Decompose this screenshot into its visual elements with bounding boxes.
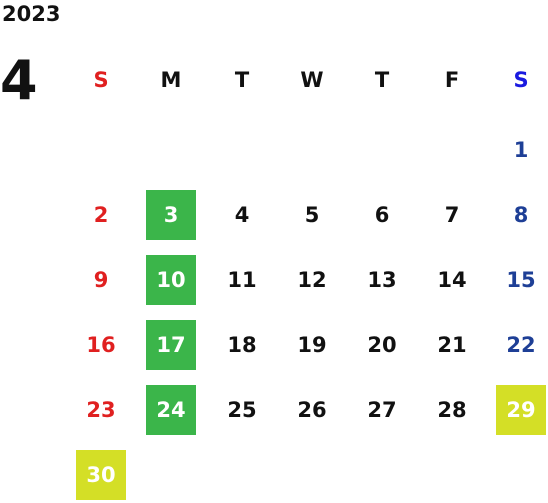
- day-cell-11[interactable]: 11: [227, 268, 257, 292]
- day-cell-26[interactable]: 26: [297, 398, 327, 422]
- day-cell-10[interactable]: 10: [146, 255, 196, 305]
- day-cell-2[interactable]: 2: [93, 203, 109, 227]
- day-cell-1[interactable]: 1: [513, 138, 529, 162]
- day-cell-15[interactable]: 15: [506, 268, 536, 292]
- weekday-header: T: [234, 68, 250, 92]
- weekday-header: T: [374, 68, 390, 92]
- day-cell-17[interactable]: 17: [146, 320, 196, 370]
- day-cell-13[interactable]: 13: [367, 268, 397, 292]
- day-cell-16[interactable]: 16: [86, 333, 116, 357]
- day-cell-6[interactable]: 6: [374, 203, 390, 227]
- weekday-header: W: [300, 68, 324, 92]
- day-cell-19[interactable]: 19: [297, 333, 327, 357]
- weekday-header: M: [160, 68, 182, 92]
- day-cell-22[interactable]: 22: [506, 333, 536, 357]
- day-cell-25[interactable]: 25: [227, 398, 257, 422]
- day-cell-30[interactable]: 30: [76, 450, 126, 500]
- day-cell-29[interactable]: 29: [496, 385, 546, 435]
- weekday-header: S: [513, 68, 529, 92]
- day-cell-5[interactable]: 5: [304, 203, 320, 227]
- day-cell-4[interactable]: 4: [234, 203, 250, 227]
- day-cell-23[interactable]: 23: [86, 398, 116, 422]
- day-cell-21[interactable]: 21: [437, 333, 467, 357]
- month-number: 4: [0, 49, 38, 112]
- day-cell-3[interactable]: 3: [146, 190, 196, 240]
- day-cell-7[interactable]: 7: [444, 203, 460, 227]
- weekday-header: S: [93, 68, 109, 92]
- day-cell-14[interactable]: 14: [437, 268, 467, 292]
- day-cell-9[interactable]: 9: [93, 268, 109, 292]
- weekday-header: F: [444, 68, 460, 92]
- day-cell-20[interactable]: 20: [367, 333, 397, 357]
- day-cell-28[interactable]: 28: [437, 398, 467, 422]
- day-cell-12[interactable]: 12: [297, 268, 327, 292]
- year-label: 2023: [2, 2, 61, 26]
- day-cell-8[interactable]: 8: [513, 203, 529, 227]
- day-cell-27[interactable]: 27: [367, 398, 397, 422]
- day-cell-24[interactable]: 24: [146, 385, 196, 435]
- day-cell-18[interactable]: 18: [227, 333, 257, 357]
